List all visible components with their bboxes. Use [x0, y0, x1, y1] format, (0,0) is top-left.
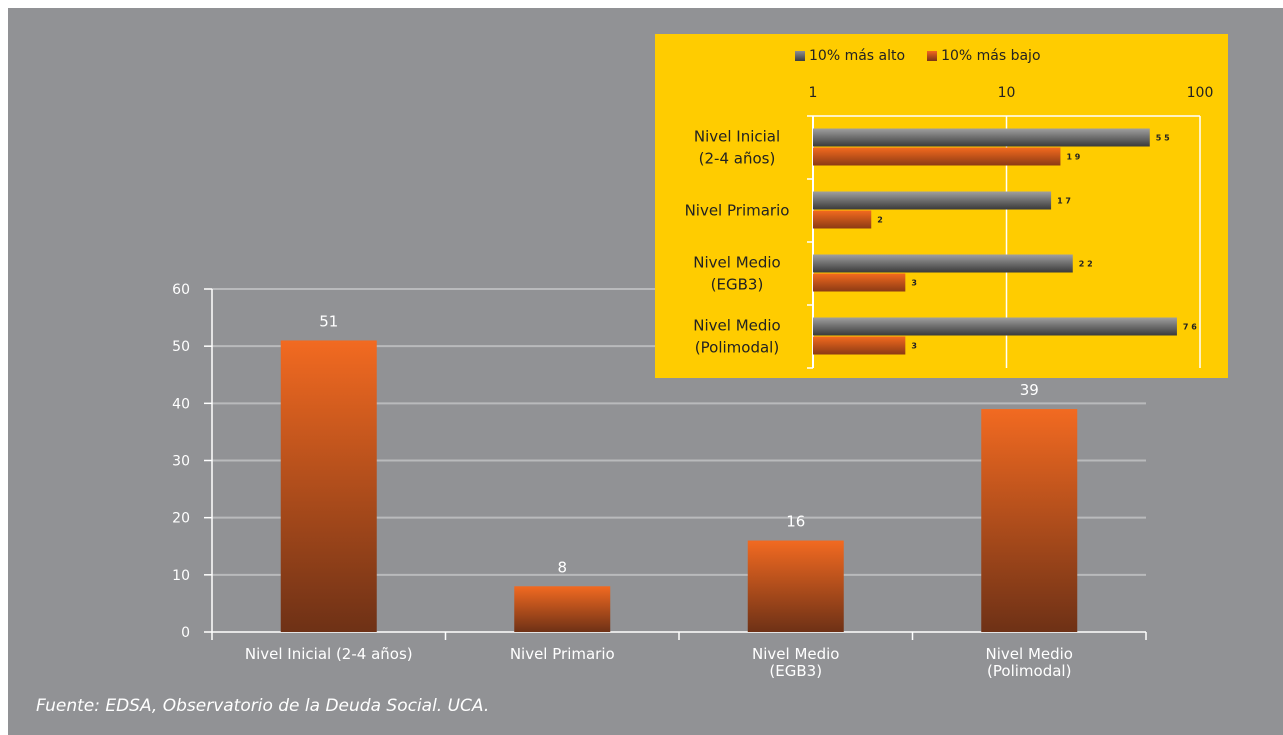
bar-value-label: 2 — [877, 216, 883, 225]
legend-label-low: 10% más bajo — [941, 48, 1041, 64]
y-tick-label: 0 — [181, 625, 190, 641]
bar-value-label: 3 — [911, 279, 917, 288]
bar-low — [813, 336, 906, 355]
bar-value-label: 2 2 — [1079, 260, 1093, 269]
bar-low — [813, 273, 906, 292]
bar-high — [813, 191, 1052, 210]
bar-value-label: 7 6 — [1183, 323, 1197, 332]
y-tick-label: Nivel Primario — [685, 202, 790, 220]
y-tick-label: Nivel Medio (EGB3) — [693, 254, 780, 294]
bar-value-label: 39 — [1020, 381, 1039, 399]
inset-legend: 10% más alto 10% más bajo — [795, 48, 1041, 64]
bar-value-label: 3 — [911, 342, 917, 351]
y-tick-label: Nivel Inicial (2-4 años) — [694, 128, 780, 168]
y-tick-label: 50 — [172, 339, 190, 355]
legend-swatch-low — [927, 51, 938, 61]
legend-label-high: 10% más alto — [809, 48, 906, 64]
inset-chart-box: 10% más alto 10% más bajo 1 10 100 5 5 1 9 Ni… — [655, 34, 1228, 378]
y-tick-label: 20 — [172, 511, 190, 527]
legend-item-low: 10% más bajo — [927, 48, 1041, 64]
bar — [747, 540, 844, 632]
x-tick-label: 100 — [1187, 85, 1214, 101]
bar-value-label: 16 — [786, 513, 805, 531]
bar-value-label: 1 7 — [1057, 197, 1071, 206]
x-tick-label: Nivel Medio (EGB3) — [752, 645, 839, 680]
y-tick-label: 10 — [172, 568, 190, 584]
bar-value-label: 8 — [557, 558, 567, 576]
bar-low — [813, 147, 1061, 166]
bar — [280, 340, 377, 632]
bar-high — [813, 317, 1177, 336]
bar-value-label: 51 — [319, 312, 338, 330]
chart-panel: 0 10 20 30 40 50 60 51 Nivel Inicial (2-4 años) 8… — [8, 8, 1283, 735]
x-tick-label: 10 — [998, 85, 1016, 101]
bar — [981, 409, 1078, 632]
inset-bar-chart: 1 10 100 5 5 1 9 Nivel Inicial (2-4 años) 1 7 2 N… — [685, 85, 1214, 369]
y-tick-label: 30 — [172, 454, 190, 470]
main-bar-chart: 0 10 20 30 40 50 60 51 Nivel Inicial (2-4 años) 8… — [172, 282, 1147, 680]
x-tick-label: Nivel Medio (Polimodal) — [986, 645, 1073, 680]
y-tick-label: Nivel Medio (Polimodal) — [693, 317, 780, 357]
x-tick-label: Nivel Inicial (2-4 años) — [245, 645, 413, 663]
source-note: Fuente: EDSA, Observatorio de la Deuda S… — [36, 696, 490, 716]
bar-value-label: 5 5 — [1156, 134, 1170, 143]
bar — [514, 586, 611, 632]
bar-high — [813, 128, 1150, 147]
y-tick-label: 60 — [172, 282, 190, 298]
bar-value-label: 1 9 — [1066, 153, 1080, 162]
x-tick-label: Nivel Primario — [510, 645, 615, 663]
x-tick-label: 1 — [809, 85, 818, 101]
bar-high — [813, 254, 1073, 273]
y-tick-label: 40 — [172, 396, 190, 412]
legend-item-high: 10% más alto — [795, 48, 905, 64]
bar-low — [813, 210, 872, 229]
legend-swatch-high — [795, 51, 805, 61]
